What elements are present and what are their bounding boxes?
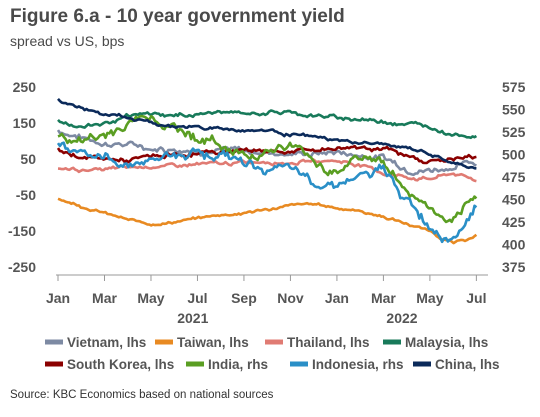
x-tick-label: Mar bbox=[92, 290, 117, 306]
x-tick-label: Jan bbox=[46, 290, 70, 306]
x-year-label: 2021 bbox=[177, 310, 208, 326]
legend-label: Thailand, lhs bbox=[287, 335, 370, 350]
y-left-tick-label: 150 bbox=[13, 115, 37, 131]
x-tick-label: Jul bbox=[187, 290, 207, 306]
y-right-tick-label: 450 bbox=[502, 192, 526, 208]
legend-label: Indonesia, rhs bbox=[312, 357, 404, 372]
legend-label: Malaysia, lhs bbox=[405, 335, 488, 350]
y-right-tick-label: 375 bbox=[502, 259, 526, 275]
x-tick-label: Jan bbox=[325, 290, 349, 306]
series-line bbox=[57, 197, 478, 245]
series-line bbox=[57, 109, 478, 140]
legend-label: China, lhs bbox=[435, 357, 500, 372]
legend-label: Taiwan, lhs bbox=[177, 335, 249, 350]
x-tick-label: Nov bbox=[277, 290, 304, 306]
y-left-tick-label: -250 bbox=[8, 259, 36, 275]
y-left-tick-label: -50 bbox=[16, 187, 36, 203]
series-line bbox=[57, 98, 477, 170]
series-line bbox=[57, 114, 478, 224]
x-tick-label: Mar bbox=[371, 290, 396, 306]
chart-source: Source: KBC Economics based on national … bbox=[10, 389, 274, 401]
x-tick-label: May bbox=[416, 290, 443, 306]
legend-label: South Korea, lhs bbox=[67, 357, 174, 372]
y-left-tick-label: 250 bbox=[13, 79, 37, 95]
y-right-tick-label: 400 bbox=[502, 237, 526, 253]
legend-label: Vietnam, lhs bbox=[67, 335, 146, 350]
y-right-tick-label: 525 bbox=[502, 124, 526, 140]
x-tick-label: May bbox=[137, 290, 164, 306]
chart-title: Figure 6.a - 10 year government yield bbox=[10, 6, 345, 27]
legend-label: India, rhs bbox=[208, 357, 268, 372]
chart-subtitle: spread vs US, bps bbox=[10, 33, 125, 49]
series-line bbox=[56, 144, 477, 165]
x-year-label: 2022 bbox=[386, 310, 417, 326]
y-right-tick-label: 475 bbox=[502, 169, 526, 185]
x-tick-label: Jul bbox=[466, 290, 486, 306]
series-line bbox=[56, 141, 478, 244]
y-right-tick-label: 500 bbox=[502, 147, 526, 163]
y-right-tick-label: 425 bbox=[502, 214, 526, 230]
y-left-tick-label: 50 bbox=[20, 151, 36, 167]
y-right-tick-label: 550 bbox=[502, 102, 526, 118]
y-left-tick-label: -150 bbox=[8, 223, 36, 239]
x-tick-label: Sep bbox=[231, 290, 257, 306]
y-right-tick-label: 575 bbox=[502, 79, 526, 95]
